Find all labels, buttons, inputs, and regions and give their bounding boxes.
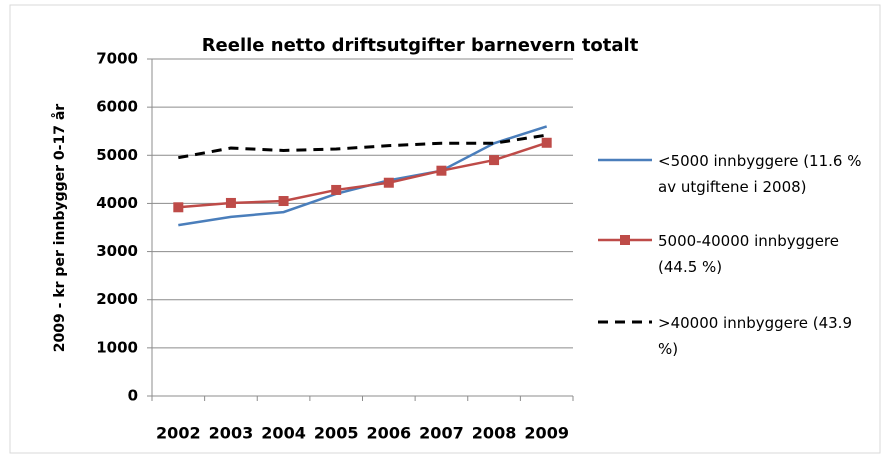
y-tick-label: 3000 <box>96 242 138 260</box>
legend-marker <box>620 235 630 245</box>
marker <box>541 137 552 148</box>
series-line <box>178 141 548 209</box>
chart-title: Reelle netto driftsutgifter barnevern to… <box>202 35 639 56</box>
marker <box>173 202 184 213</box>
marker <box>489 155 500 166</box>
y-tick-label: 2000 <box>96 290 138 308</box>
y-axis-label: 2009 - kr per innbygger 0-17 år <box>51 104 68 352</box>
y-tick-label: 0 <box>128 387 138 405</box>
x-tick-label: 2006 <box>367 424 412 443</box>
x-tick-label: 2009 <box>524 424 569 443</box>
y-tick-label: 6000 <box>96 98 138 116</box>
marker <box>436 165 447 176</box>
chart-frame <box>9 4 881 454</box>
marker <box>225 197 236 208</box>
x-tick-label: 2004 <box>261 424 306 443</box>
y-tick-label: 7000 <box>96 50 138 68</box>
y-tick-label: 5000 <box>96 146 138 164</box>
x-tick-label: 2002 <box>156 424 201 443</box>
x-tick-label: 2008 <box>472 424 517 443</box>
marker <box>383 177 394 188</box>
legend-label: <5000 innbyggere (11.6 % av utgiftene i … <box>658 152 862 196</box>
x-tick-label: 2003 <box>209 424 254 443</box>
y-tick-label: 4000 <box>96 194 138 212</box>
x-tick-label: 2005 <box>314 424 359 443</box>
legend-label: >40000 innbyggere (43.9 %) <box>658 314 852 358</box>
y-tick-label: 1000 <box>96 338 138 356</box>
series-line <box>178 133 547 160</box>
legend-label: 5000-40000 innbyggere (44.5 %) <box>658 232 839 276</box>
marker <box>331 184 342 195</box>
x-tick-label: 2007 <box>419 424 464 443</box>
marker <box>278 196 289 207</box>
